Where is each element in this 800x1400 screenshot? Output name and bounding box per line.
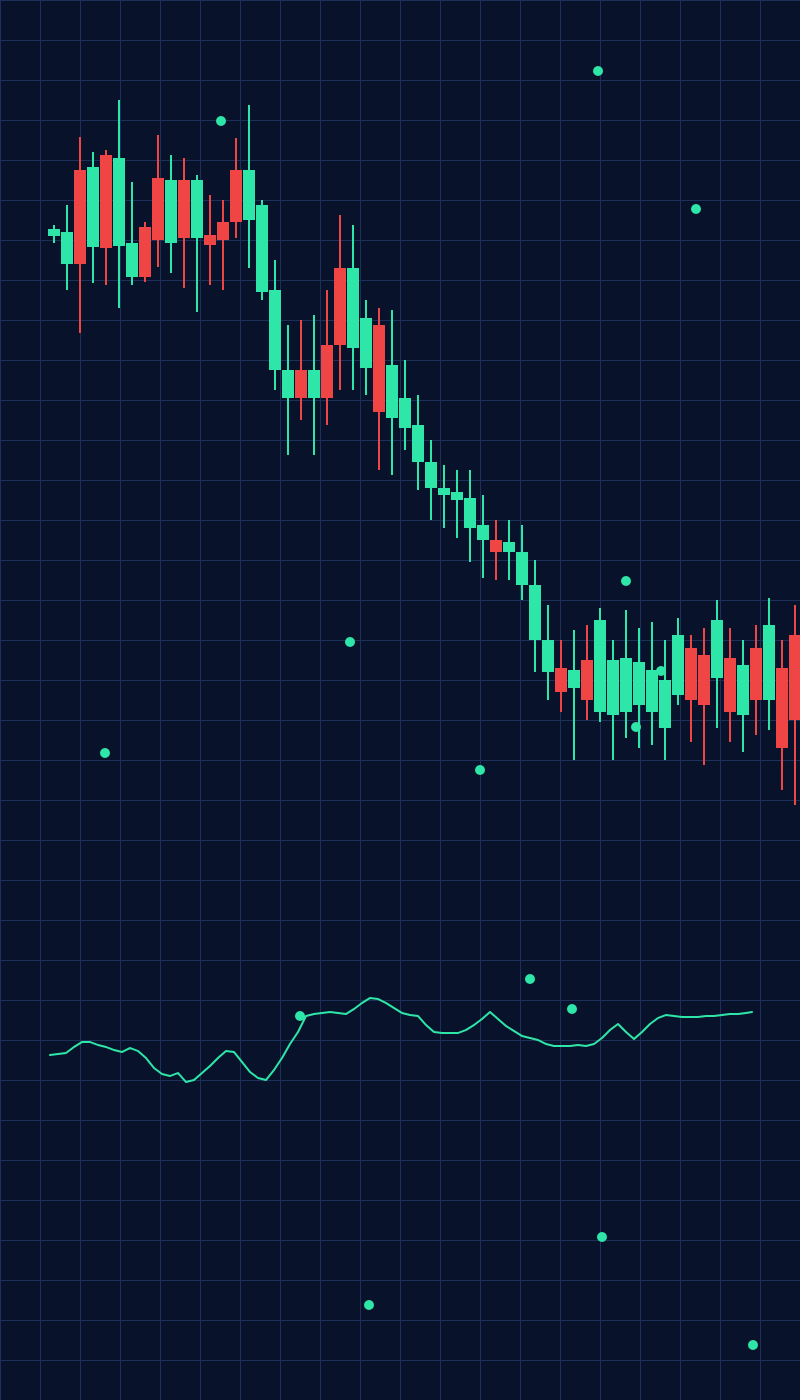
- candle-body: [256, 205, 268, 292]
- candle-body: [74, 170, 86, 264]
- candle-body: [139, 227, 151, 277]
- candle-body: [360, 318, 372, 368]
- candle-body: [451, 492, 463, 500]
- candle-body: [204, 235, 216, 245]
- candle-body: [87, 167, 99, 247]
- candle-body: [243, 170, 255, 220]
- signal-dot: [216, 116, 226, 126]
- candle-body: [672, 635, 684, 695]
- signal-dot: [656, 666, 666, 676]
- candle-body: [711, 620, 723, 678]
- candle-body: [334, 268, 346, 345]
- signal-dot: [593, 66, 603, 76]
- candle-body: [269, 290, 281, 370]
- candle-body: [763, 625, 775, 700]
- candle-body: [48, 229, 60, 236]
- candle-body: [399, 398, 411, 428]
- candle-wick: [443, 465, 445, 528]
- signal-dot: [295, 1011, 305, 1021]
- candle-body: [425, 462, 437, 488]
- candle-body: [581, 660, 593, 700]
- signal-dot: [525, 974, 535, 984]
- signal-dot: [567, 1004, 577, 1014]
- indicator-line-series: [49, 997, 753, 1083]
- candle-body: [620, 658, 632, 712]
- candle-body: [295, 370, 307, 398]
- candle-body: [724, 658, 736, 712]
- candle-body: [789, 635, 800, 720]
- candle-body: [308, 370, 320, 398]
- candle-body: [529, 585, 541, 640]
- candle-body: [464, 498, 476, 528]
- candle-body: [373, 325, 385, 412]
- candle-body: [633, 662, 645, 705]
- candle-body: [698, 655, 710, 705]
- candle-wick: [573, 630, 575, 760]
- candle-body: [776, 668, 788, 748]
- candle-body: [386, 365, 398, 418]
- candle-body: [230, 170, 242, 222]
- candle-body: [555, 668, 567, 692]
- candle-body: [113, 158, 125, 246]
- candle-body: [321, 345, 333, 398]
- signal-dot: [631, 722, 641, 732]
- indicator-line-path: [49, 997, 753, 1083]
- candle-body: [594, 620, 606, 712]
- signal-dot-series: [100, 66, 758, 1350]
- candle-body: [282, 370, 294, 398]
- candle-body: [659, 680, 671, 728]
- candle-wick: [456, 470, 458, 538]
- candle-body: [347, 268, 359, 348]
- candle-body: [217, 222, 229, 240]
- candle-wick: [222, 200, 224, 290]
- candle-body: [191, 180, 203, 238]
- signal-dot: [364, 1300, 374, 1310]
- candle-wick: [131, 182, 133, 285]
- candle-body: [737, 665, 749, 715]
- signal-dot: [691, 204, 701, 214]
- signal-dot: [621, 576, 631, 586]
- candle-body: [607, 660, 619, 715]
- signal-dot: [100, 748, 110, 758]
- candle-body: [750, 648, 762, 700]
- candle-body: [438, 488, 450, 495]
- candle-body: [490, 540, 502, 552]
- candle-body: [178, 180, 190, 238]
- candle-body: [126, 243, 138, 277]
- candle-body: [516, 552, 528, 585]
- candle-body: [100, 155, 112, 248]
- candle-body: [542, 640, 554, 672]
- candle-body: [152, 178, 164, 240]
- candle-body: [568, 670, 580, 688]
- candle-body: [477, 525, 489, 540]
- candle-body: [685, 648, 697, 700]
- candlestick-series: [48, 100, 800, 805]
- signal-dot: [748, 1340, 758, 1350]
- candle-body: [412, 425, 424, 462]
- candle-wick: [196, 175, 198, 312]
- candle-body: [503, 542, 515, 552]
- candle-body: [165, 180, 177, 243]
- candle-body: [646, 670, 658, 712]
- signal-dot: [345, 637, 355, 647]
- signal-dot: [475, 765, 485, 775]
- candle-body: [61, 232, 73, 264]
- signal-dot: [597, 1232, 607, 1242]
